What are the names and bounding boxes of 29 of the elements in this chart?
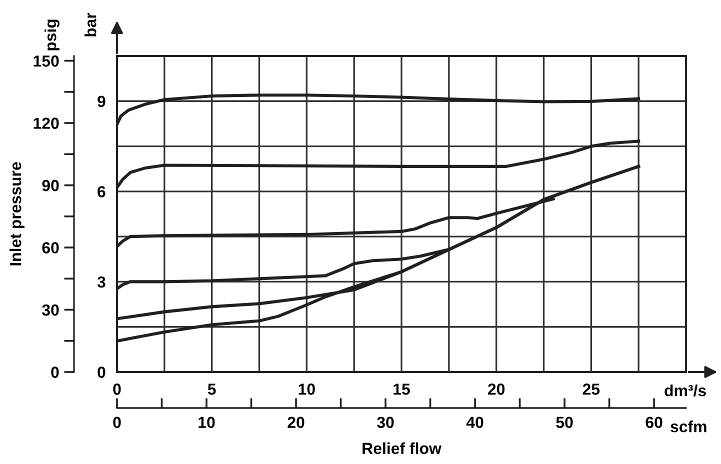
text: bar — [84, 12, 96, 36]
y2-tick-label: 30 — [42, 304, 59, 316]
y-tick-label: 9 — [98, 96, 106, 108]
x-tick-label: 0 — [113, 384, 121, 395]
x2-tick-label: 0 — [113, 416, 121, 428]
y-tick-label: 0 — [98, 366, 106, 378]
x2-tick-label: 10 — [198, 416, 215, 428]
x2-tick-label: 40 — [466, 416, 484, 428]
x-axis-title: Relief flow — [362, 442, 442, 454]
y2-tick-label: 120 — [34, 118, 59, 129]
x2-tick-label: 60 — [646, 416, 662, 428]
y2-tick-label: 90 — [42, 180, 59, 192]
x-tick-label: 5 — [208, 384, 216, 395]
y-tick-label: 3 — [97, 276, 106, 288]
x-tick-label: 20 — [488, 384, 505, 395]
y2-axis-title: Inlet pressure — [10, 162, 24, 266]
y2-tick-label: 0 — [51, 366, 59, 378]
y2-tick-label: 60 — [42, 242, 59, 254]
x-tick-label: 10 — [298, 384, 315, 395]
x-tick-label: 15 — [394, 384, 410, 395]
text: dm³/s — [664, 384, 706, 396]
y-tick-label: 6 — [98, 186, 106, 198]
x2-tick-label: 30 — [377, 416, 394, 428]
x2-tick-label: 50 — [556, 416, 573, 428]
y2-tick-label: 150 — [34, 55, 59, 67]
x-tick-label: 25 — [582, 384, 600, 395]
text: psig — [44, 20, 60, 50]
x2-tick-label: 20 — [288, 416, 304, 428]
text: scfm — [670, 420, 706, 432]
